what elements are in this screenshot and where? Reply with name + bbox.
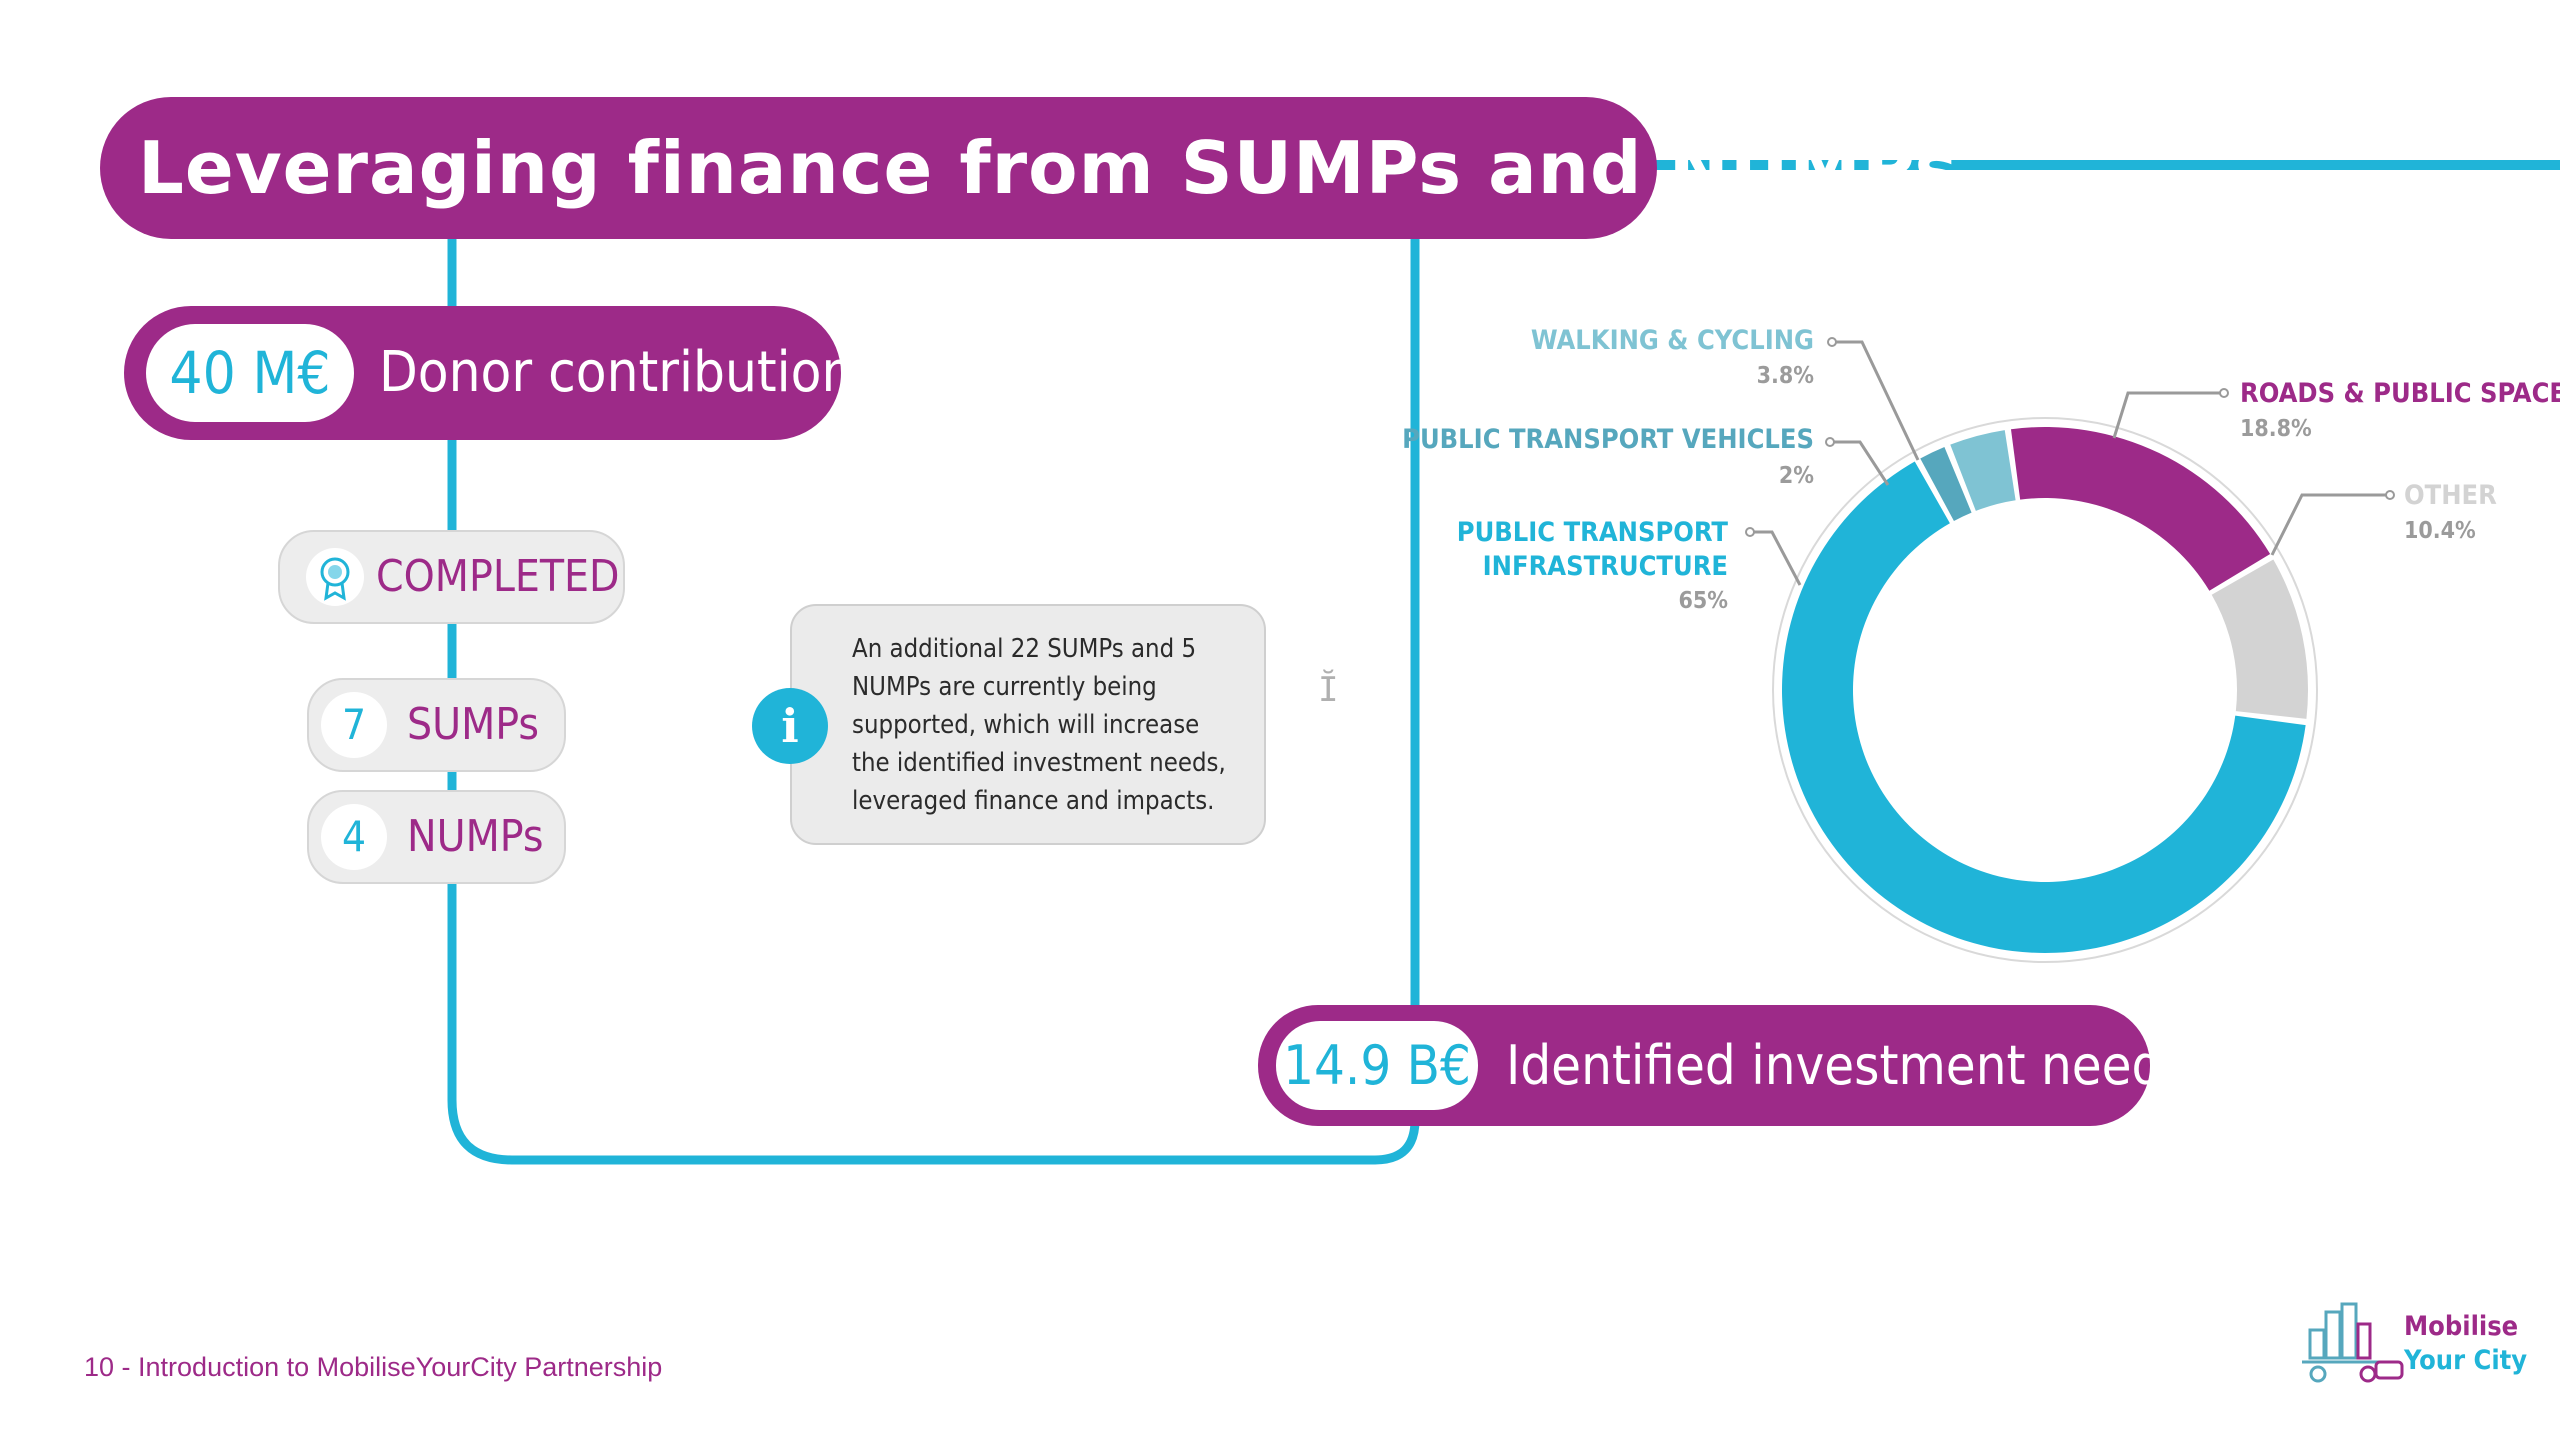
info-line: NUMPs are currently being [852, 672, 1157, 702]
logo-line1: Mobilise [2404, 1311, 2519, 1342]
leader-pt-vehicles-dot [1825, 437, 1835, 447]
slide-title: Leveraging finance from SUMPs and NUMPs [100, 97, 1957, 239]
chart-pct-walking-cycling: 3.8% [1756, 363, 1814, 389]
donut-slice-other [2211, 559, 2308, 719]
leader-other-dot [2385, 490, 2395, 500]
city-skyline-icon [2302, 1302, 2404, 1383]
investment-needs-label: Identified investment needs [1506, 1034, 2188, 1097]
leader-pt-infrastructure [1750, 530, 1802, 586]
info-line: the identified investment needs, [852, 748, 1226, 778]
numps-count-pill: 4 NUMPs [307, 790, 566, 884]
donut-slice-pt-infrastructure [1781, 461, 2306, 953]
donut-slice-roads-public-space [2010, 427, 2271, 591]
chart-label-line: OTHER [2404, 480, 2497, 511]
chart-pct-other: 10.4% [2404, 518, 2476, 544]
chart-label-line: PUBLIC TRANSPORT VEHICLES [1402, 424, 1814, 455]
chart-label-roads-public-space: ROADS & PUBLIC SPACE [2240, 377, 2560, 411]
chart-label-line: PUBLIC TRANSPORT [1456, 517, 1728, 548]
chart-label-other: OTHER [2404, 479, 2497, 513]
chart-pct-roads-public-space: 18.8% [2240, 416, 2312, 442]
footer-text: 10 - Introduction to MobiliseYourCity Pa… [84, 1352, 663, 1382]
sumps-count-number: 7 [321, 692, 387, 758]
leader-pt-vehicles [1830, 440, 1890, 486]
logo-text: Mobilise Your City [2404, 1310, 2527, 1378]
sumps-count-label: SUMPs [407, 699, 539, 750]
sumps-count-pill: 7 SUMPs [307, 678, 566, 772]
chart-label-walking-cycling: WALKING & CYCLING [1531, 324, 1814, 358]
chart-label-pt-infrastructure: PUBLIC TRANSPORT INFRASTRUCTURE [1457, 516, 1728, 584]
info-line: supported, which will increase [852, 710, 1200, 740]
leader-roads-public-space-dot [2219, 388, 2229, 398]
chart-label-line: ROADS & PUBLIC SPACE [2240, 378, 2560, 409]
donut-slice-pt-vehicles [1920, 446, 1972, 521]
donor-contribution-label: Donor contribution [379, 340, 854, 405]
leader-walking-cycling [1832, 340, 1920, 461]
donor-contribution-value: 40 M€ [146, 324, 354, 422]
investment-needs-value: 14.9 B€ [1276, 1021, 1478, 1110]
leader-pt-infrastructure-dot [1745, 527, 1755, 537]
logo-line2: Your City [2404, 1345, 2528, 1376]
chart-pct-pt-vehicles: 2% [1778, 463, 1814, 489]
chart-label-line: INFRASTRUCTURE [1482, 551, 1728, 582]
donut-slice-walking-cycling [1950, 430, 2016, 511]
text-cursor-icon: Ĭ [1318, 670, 1339, 710]
completed-badge: COMPLETED [278, 530, 625, 624]
info-line: leveraged finance and impacts. [852, 786, 1215, 816]
investment-needs-pill: 14.9 B€ Identified investment needs [1258, 1005, 2188, 1126]
completed-label: COMPLETED [376, 551, 620, 602]
info-icon: i [752, 688, 828, 764]
leader-roads-public-space [2112, 391, 2224, 439]
left-vertical-connector [447, 235, 1420, 1165]
numps-count-number: 4 [321, 804, 387, 870]
donut-outer-ring [1772, 417, 2318, 963]
donor-contribution-pill: 40 M€ Donor contribution [124, 306, 853, 440]
leader-other [2270, 493, 2390, 556]
info-line: An additional 22 SUMPs and 5 [852, 634, 1197, 664]
leader-walking-cycling-dot [1827, 337, 1837, 347]
numps-count-label: NUMPs [407, 811, 544, 862]
award-icon [306, 548, 364, 606]
mobiliseyourcity-logo: Mobilise Your City [2298, 1300, 2527, 1392]
chart-pct-pt-infrastructure: 65% [1678, 588, 1728, 614]
chart-label-line: WALKING & CYCLING [1530, 325, 1814, 356]
chart-label-pt-vehicles: PUBLIC TRANSPORT VEHICLES [1402, 423, 1814, 457]
info-box: An additional 22 SUMPs and 5 NUMPs are c… [790, 604, 1266, 845]
